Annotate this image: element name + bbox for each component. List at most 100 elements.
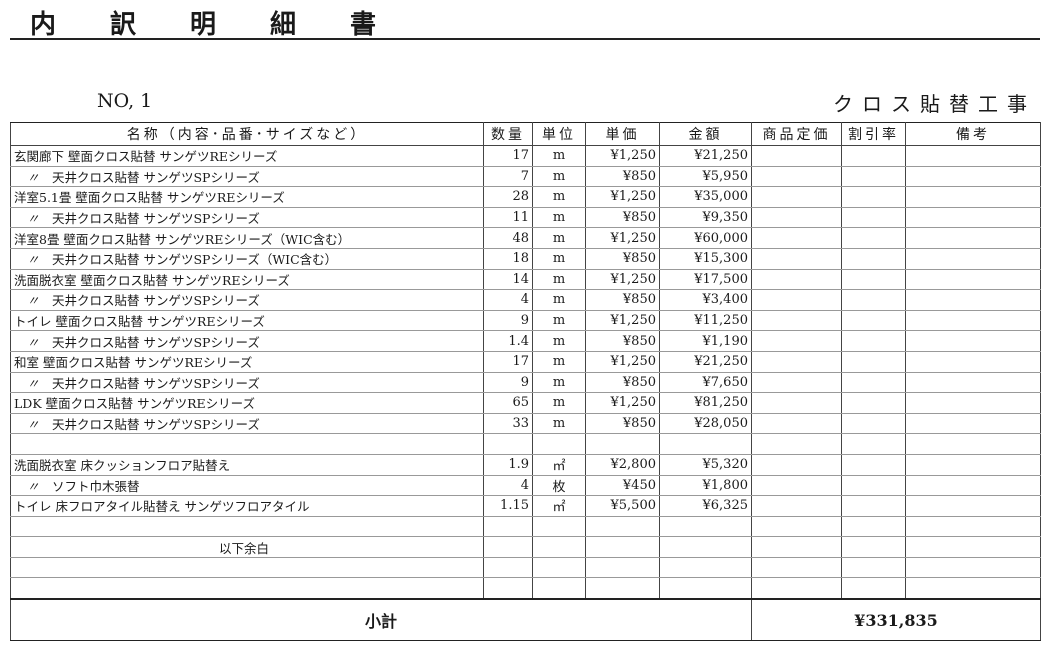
table-row: 〃天井クロス貼替 サンゲツSPシリーズ 1.4 m ¥850 ¥1,190 [10,330,1041,352]
table-row: LDK 壁面クロス貼替 サンゲツREシリーズ 65 m ¥1,250 ¥81,250 [10,392,1041,414]
item-discount [841,371,906,394]
item-discount [841,330,906,352]
item-discount [841,515,906,538]
item-price: ¥1,250 [585,227,660,249]
item-discount [841,145,906,167]
item-list-price [751,145,842,167]
item-qty: 9 [483,371,533,394]
item-unit [532,515,586,538]
item-remarks [905,412,1041,435]
item-remarks [905,330,1041,352]
item-discount [841,453,906,476]
item-name-text: 天井クロス貼替 サンゲツSPシリーズ [52,169,260,185]
item-unit [532,556,586,579]
item-unit: m [532,206,586,229]
table-row [10,577,1041,600]
subtotal-label: 小計 [10,598,752,642]
ditto-mark: 〃 [26,334,40,350]
item-price: ¥1,250 [585,309,660,332]
ditto-mark: 〃 [26,478,40,494]
item-list-price [751,412,842,435]
item-name: 〃天井クロス貼替 サンゲツSPシリーズ [10,371,484,394]
item-price: ¥850 [585,206,660,229]
ditto-mark: 〃 [26,293,40,309]
item-list-price [751,556,842,579]
item-amount: ¥81,250 [659,392,752,414]
item-amount: ¥6,325 [659,495,752,517]
item-amount: ¥1,190 [659,330,752,352]
item-unit [532,536,586,558]
item-unit: m [532,309,586,332]
item-name-text: 天井クロス貼替 サンゲツSPシリーズ [52,334,260,350]
item-name-text: 天井クロス貼替 サンゲツSPシリーズ [52,417,260,433]
table-row: 〃天井クロス貼替 サンゲツSPシリーズ 7 m ¥850 ¥5,950 [10,165,1041,188]
item-qty [483,536,533,558]
item-discount [841,412,906,435]
item-amount: ¥28,050 [659,412,752,435]
item-amount: ¥17,500 [659,268,752,291]
item-list-price [751,165,842,188]
item-discount [841,247,906,270]
item-discount [841,309,906,332]
item-unit: m [532,145,586,167]
item-amount: ¥5,320 [659,453,752,476]
item-list-price [751,247,842,270]
item-discount [841,392,906,414]
item-remarks [905,186,1041,208]
item-remarks [905,206,1041,229]
item-name-text: 和室 壁面クロス貼替 サンゲツREシリーズ [14,355,253,371]
table-row: 洋室5.1畳 壁面クロス貼替 サンゲツREシリーズ 28 m ¥1,250 ¥35,00… [10,186,1041,208]
item-discount [841,433,906,455]
item-list-price [751,330,842,352]
item-remarks [905,165,1041,188]
item-name [10,577,484,600]
col-header-unit: 単位 [532,122,586,146]
item-name: 洋室5.1畳 壁面クロス貼替 サンゲツREシリーズ [10,186,484,208]
item-amount: ¥21,250 [659,145,752,167]
item-qty [483,515,533,538]
table-row: 洋室8畳 壁面クロス貼替 サンゲツREシリーズ（WIC含む） 48 m ¥1,250 ¥… [10,227,1041,249]
item-unit [532,433,586,455]
item-price: ¥450 [585,474,660,497]
item-name: 〃天井クロス貼替 サンゲツSPシリーズ [10,412,484,435]
table-header-row: 名称（内容･品番･サイズなど） 数量 単位 単価 金額 商品定価 割引率 備考 [10,122,1041,146]
item-discount [841,206,906,229]
item-qty [483,577,533,600]
item-name: 洋室8畳 壁面クロス貼替 サンゲツREシリーズ（WIC含む） [10,227,484,249]
item-qty [483,433,533,455]
item-remarks [905,536,1041,558]
item-name: LDK 壁面クロス貼替 サンゲツREシリーズ [10,392,484,414]
item-price: ¥850 [585,412,660,435]
item-unit: m [532,350,586,373]
col-header-amount: 金額 [659,122,752,146]
ditto-mark: 〃 [26,252,40,268]
item-discount [841,165,906,188]
item-remarks [905,515,1041,538]
item-name-text: 天井クロス貼替 サンゲツSPシリーズ [52,375,260,391]
table-row: 〃天井クロス貼替 サンゲツSPシリーズ 33 m ¥850 ¥28,050 [10,412,1041,435]
item-qty: 1.4 [483,330,533,352]
item-name-text: LDK 壁面クロス貼替 サンゲツREシリーズ [14,396,256,412]
page-number: NO, 1 [97,90,153,112]
item-amount [659,556,752,579]
col-header-discount: 割引率 [841,122,906,146]
item-remarks [905,453,1041,476]
item-discount [841,577,906,600]
item-list-price [751,577,842,600]
item-name-text: 天井クロス貼替 サンゲツSPシリーズ [52,211,260,227]
item-list-price [751,392,842,414]
item-name: 洗面脱衣室 壁面クロス貼替 サンゲツREシリーズ [10,268,484,291]
item-list-price [751,350,842,373]
project-name: クロス貼替工事 [833,92,1036,116]
col-header-price: 単価 [585,122,660,146]
item-list-price [751,515,842,538]
item-name: 以下余白 [10,536,484,558]
item-price: ¥850 [585,247,660,270]
table-row: 〃天井クロス貼替 サンゲツSPシリーズ（WIC含む） 18 m ¥850 ¥15,300 [10,247,1041,270]
item-name [10,515,484,538]
item-qty: 28 [483,186,533,208]
item-name-text: トイレ 床フロアタイル貼替え サンゲツフロアタイル [14,499,310,515]
table-row: 〃天井クロス貼替 サンゲツSPシリーズ 9 m ¥850 ¥7,650 [10,371,1041,394]
item-remarks [905,433,1041,455]
item-qty: 65 [483,392,533,414]
